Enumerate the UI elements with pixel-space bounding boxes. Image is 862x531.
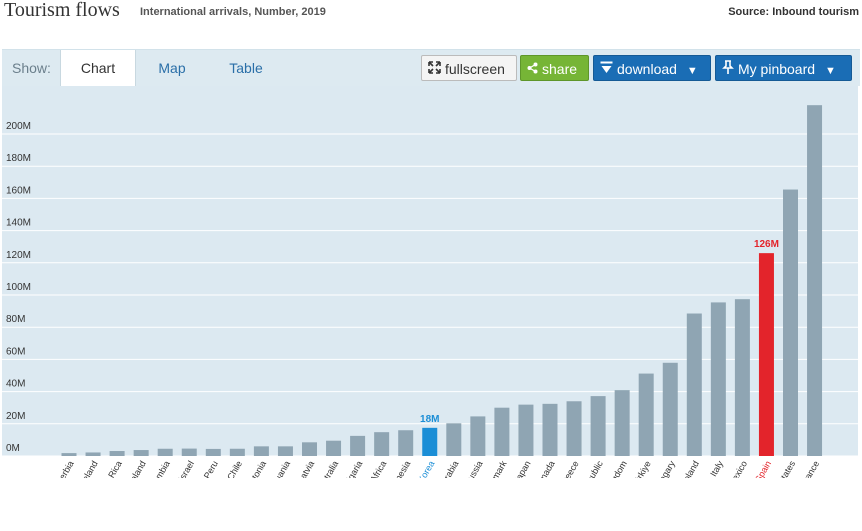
bar-chart: 0M 20M 40M 60M 80M 100M 120M 140M 160M 180M 200M Se…: [2, 86, 860, 478]
header: Tourism flows International arrivals, Nu…: [0, 0, 862, 30]
x-tick-label: Greece: [557, 459, 580, 478]
x-tick-label: Denmark: [482, 459, 509, 478]
bar-latvia: [302, 442, 317, 456]
bar-peru: [205, 448, 221, 456]
bar-israel: [181, 448, 197, 456]
source-note: Source: Inbound tourism: [728, 6, 859, 18]
bar-hungary: [662, 362, 678, 456]
y-tick-label: 60M: [6, 346, 25, 357]
y-tick-label: 140M: [6, 218, 31, 229]
tab-map[interactable]: Map: [158, 60, 186, 76]
share-icon: [527, 56, 538, 82]
x-tick-label: Poland: [678, 459, 701, 478]
x-tick-label: France: [799, 459, 822, 478]
bar-france: [807, 105, 823, 456]
x-tick-label: Costa Rica: [93, 459, 124, 478]
page-title: Tourism flows: [4, 0, 120, 21]
bar-united-kingdom: [614, 390, 630, 456]
bar-canada: [542, 403, 558, 456]
bar-italy: [710, 302, 726, 456]
x-tick-label: Iceland: [77, 459, 100, 478]
download-label: download: [617, 61, 677, 77]
bar-t-rkiye: [638, 373, 654, 456]
bar-south-africa: [374, 432, 390, 456]
fullscreen-button[interactable]: fullscreen: [421, 55, 517, 81]
bar-colombia: [157, 448, 173, 456]
x-tick-label: Estonia: [244, 459, 268, 478]
y-tick-label: 0M: [6, 443, 20, 454]
page-subtitle: International arrivals, Number, 2019: [140, 6, 326, 18]
chevron-down-icon: ▼: [824, 65, 836, 77]
x-tick-label: Latvia: [296, 459, 317, 478]
y-tick-label: 180M: [6, 153, 31, 164]
y-tick-label: 120M: [6, 250, 31, 261]
bar-saudi-arabia: [446, 423, 462, 456]
pinboard-button[interactable]: My pinboard ▼: [715, 55, 852, 81]
bar-denmark: [494, 407, 510, 456]
x-tick-label: Spain: [753, 459, 773, 478]
bar-bulgaria: [350, 435, 366, 456]
show-label: Show:: [12, 60, 51, 76]
x-tick-label: Türkiye: [630, 459, 653, 478]
x-tick-label: Italy: [708, 459, 725, 478]
bar-new-zealand: [133, 450, 149, 456]
x-tick-label: Serbia: [54, 459, 76, 478]
x-tick-label: Australia: [314, 459, 340, 478]
bar-costa-rica: [109, 451, 125, 456]
x-tick-label: Japan: [512, 459, 533, 478]
y-tick-label: 160M: [6, 185, 31, 196]
x-tick-label: Lithuania: [265, 459, 292, 478]
bar-australia: [326, 440, 342, 456]
x-tick-label: Israel: [176, 459, 196, 478]
x-tick-label: Bulgaria: [339, 459, 364, 478]
chevron-down-icon: ▼: [686, 65, 698, 77]
download-icon: [600, 56, 613, 82]
plot-area: [2, 86, 858, 456]
data-label: 18M: [420, 414, 439, 425]
x-tick-label: Chile: [225, 459, 244, 478]
bar-iceland: [85, 452, 101, 456]
bar-japan: [518, 404, 534, 456]
bar-united-states: [783, 189, 798, 457]
download-button[interactable]: download ▼: [593, 55, 711, 81]
x-tick-label: Russia: [462, 459, 484, 478]
bar-spain: [758, 253, 774, 456]
y-tick-label: 40M: [6, 379, 25, 390]
bar-lithuania: [277, 446, 293, 456]
bar-poland: [686, 313, 702, 456]
pinboard-label: My pinboard: [738, 61, 816, 77]
y-tick-label: 80M: [6, 314, 25, 325]
bar-mexico: [734, 299, 750, 456]
bar-russia: [470, 416, 486, 456]
x-tick-label: Colombia: [144, 459, 172, 478]
y-tick-label: 100M: [6, 282, 31, 293]
tab-table[interactable]: Table: [229, 60, 263, 76]
y-tick-label: 20M: [6, 411, 25, 422]
x-tick-label: Indonesia: [384, 459, 412, 478]
bar-chile: [229, 448, 245, 456]
x-tick-label: Canada: [532, 459, 556, 478]
bar-korea: [422, 427, 438, 456]
x-tick-label: Peru: [202, 459, 220, 478]
share-button[interactable]: share: [520, 55, 589, 81]
x-tick-label: Korea: [416, 459, 437, 478]
expand-icon: [428, 56, 441, 82]
x-tick-label: Hungary: [651, 459, 677, 478]
bar-greece: [566, 401, 582, 456]
data-label: 126M: [754, 239, 779, 250]
pin-icon: [722, 56, 734, 82]
bar-serbia: [61, 453, 77, 456]
bar-czech-republic: [590, 396, 606, 456]
x-tick-label: Mexico: [726, 459, 749, 478]
y-tick-label: 200M: [6, 121, 31, 132]
tab-chart[interactable]: Chart: [60, 50, 136, 86]
bar-indonesia: [398, 430, 414, 456]
share-label: share: [542, 61, 578, 77]
bar-estonia: [253, 446, 269, 456]
fullscreen-label: fullscreen: [445, 61, 505, 77]
chart-toolbar: Show: Chart Map Table fullscreen share d…: [2, 49, 860, 86]
chart-canvas: 0M 20M 40M 60M 80M 100M 120M 140M 160M 180M 200M Se…: [2, 86, 858, 478]
